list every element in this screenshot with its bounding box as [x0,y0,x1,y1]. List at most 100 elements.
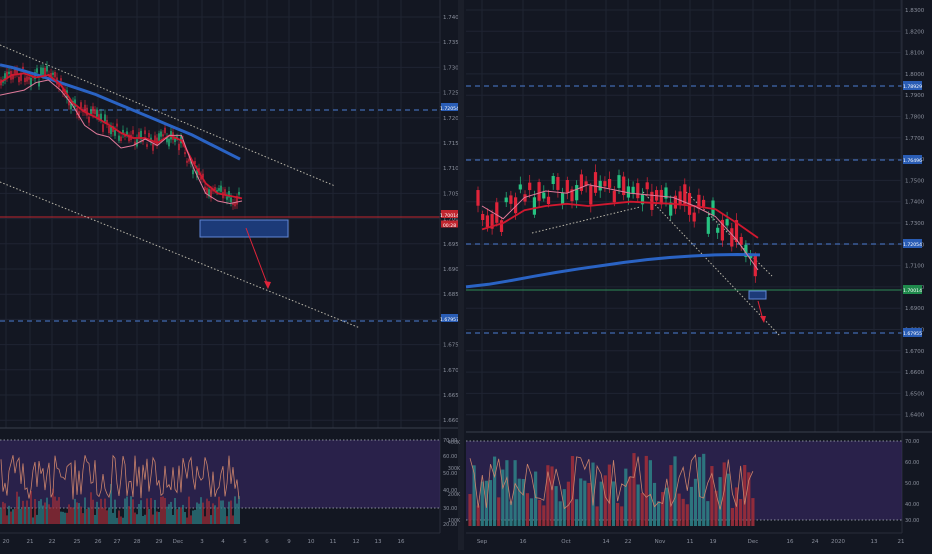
left-candle [114,130,116,136]
left-candle [46,65,48,72]
left-volume-bar [82,513,84,524]
right-volume-axis[interactable]: 400K 300K 200K 100K [448,440,461,524]
left-rsi-axis[interactable]: 70.00 60.00 50.00 40.00 30.00 20.00 [443,438,457,528]
right-volume-bar [488,480,493,526]
right-candle [598,180,602,191]
left-time-tick: 3 [200,539,204,545]
right-candle [528,182,532,191]
left-volume-bar [108,507,110,524]
right-candle [551,175,555,184]
left-volume-bar [180,507,182,524]
right-rsi-axis[interactable]: 70.00 60.00 50.00 40.00 30.00 [905,439,919,524]
left-volume-bar [188,496,190,524]
left-time-tick: 6 [265,539,269,545]
left-candle [78,111,80,118]
left-candle [96,109,98,117]
right-time-tick: Oct [561,539,571,545]
right-time-tick: 16 [520,539,527,545]
right-volume-bar [681,498,685,526]
left-candle [88,116,90,123]
left-rsi-line [0,454,240,500]
right-ma_blue-line[interactable] [465,252,761,289]
right-rising-trendline[interactable] [531,206,641,234]
left-channel-upper[interactable] [0,44,336,187]
right-candle [570,189,574,202]
left-volume-bar [38,501,40,524]
left-candle [124,134,126,137]
right-moving-averages [465,184,761,289]
left-volume-bar [216,507,218,524]
right-price-label: 1.76496 [903,158,922,164]
left-price-grid [0,16,440,421]
right-candle [523,194,527,202]
right-volume-bar [620,506,624,526]
right-ma_pink-line[interactable] [481,184,759,271]
left-demand-zone[interactable] [199,219,289,238]
left-projection-arrow[interactable] [245,227,269,287]
left-candle [140,130,142,140]
right-candle [664,187,668,199]
right-time-tick: Sep [477,539,488,545]
left-volume-bar [232,515,234,524]
left-volume-bar [148,508,150,524]
right-demand-zone[interactable] [748,290,767,300]
left-volume-bar [56,500,58,524]
right-volume-bar [583,480,587,526]
left-volume-bar [138,503,140,524]
right-volume-bar [595,506,599,526]
right-volume-bar [751,498,755,526]
left-candle [94,109,96,115]
right-candle [485,215,489,228]
left-price-label-bg [441,210,458,218]
right-time-axis[interactable]: Sep 16 Oct 14 22 Nov 11 19 Dec 16 24 2020 13 21 [477,539,905,545]
right-candle [678,191,682,205]
left-volume-bar [66,512,68,524]
left-candle [24,77,26,83]
right-time-tick: 19 [710,539,717,545]
left-volume-bar [26,500,28,524]
right-volume-bar [513,460,517,526]
right-candle [518,184,522,190]
left-time-tick: 9 [287,539,291,545]
left-candle [76,108,78,116]
left-volume-bar [30,490,32,524]
left-volume-bar [94,514,96,524]
right-volume-bar [673,456,677,526]
right-falling-trendline-lower[interactable] [642,191,781,337]
left-volume-bar [106,510,108,524]
left-candle [80,102,82,108]
left-ma_red-line[interactable] [0,72,243,200]
right-candle [697,194,701,209]
right-falling-trendline-upper[interactable] [685,191,773,277]
left-volume-bar [22,500,24,524]
right-volume-bar [497,497,501,526]
panel-separator[interactable] [458,0,464,550]
right-ma_red-line[interactable] [481,200,759,239]
right-candle [481,214,485,221]
left-volume-bar [154,499,156,524]
left-candle [202,173,204,178]
left-volume-bar [202,502,204,524]
left-candle [106,120,108,125]
right-candle [561,192,565,205]
left-price-axis[interactable]: 1.7400 1.7350 1.7300 1.7250 1.7200 1.7150 1.71… [443,15,463,424]
right-volume-bar [476,505,480,526]
left-candle [134,141,136,145]
left-volume-bar [176,509,178,524]
left-volume-bar [10,511,12,524]
left-volume-bar [104,498,106,524]
right-candle [499,220,504,232]
right-price-label-bg [903,155,922,164]
right-volume-bar [730,507,734,526]
left-volume-bar [118,510,120,524]
right-price-grid [466,9,902,416]
left-candle [90,109,92,115]
right-volume-tick: 400K [448,440,461,446]
left-ma_pink-line[interactable] [0,79,243,205]
right-rsi-tick: 60.00 [905,460,919,466]
right-time-tick: 22 [625,539,632,545]
left-time-axis[interactable]: 20 21 22 25 26 27 28 29 Dec 3 4 5 6 9 10 11 12 13 16 [3,539,405,545]
right-volume-bar [599,481,603,526]
left-volume-bar [6,515,8,524]
